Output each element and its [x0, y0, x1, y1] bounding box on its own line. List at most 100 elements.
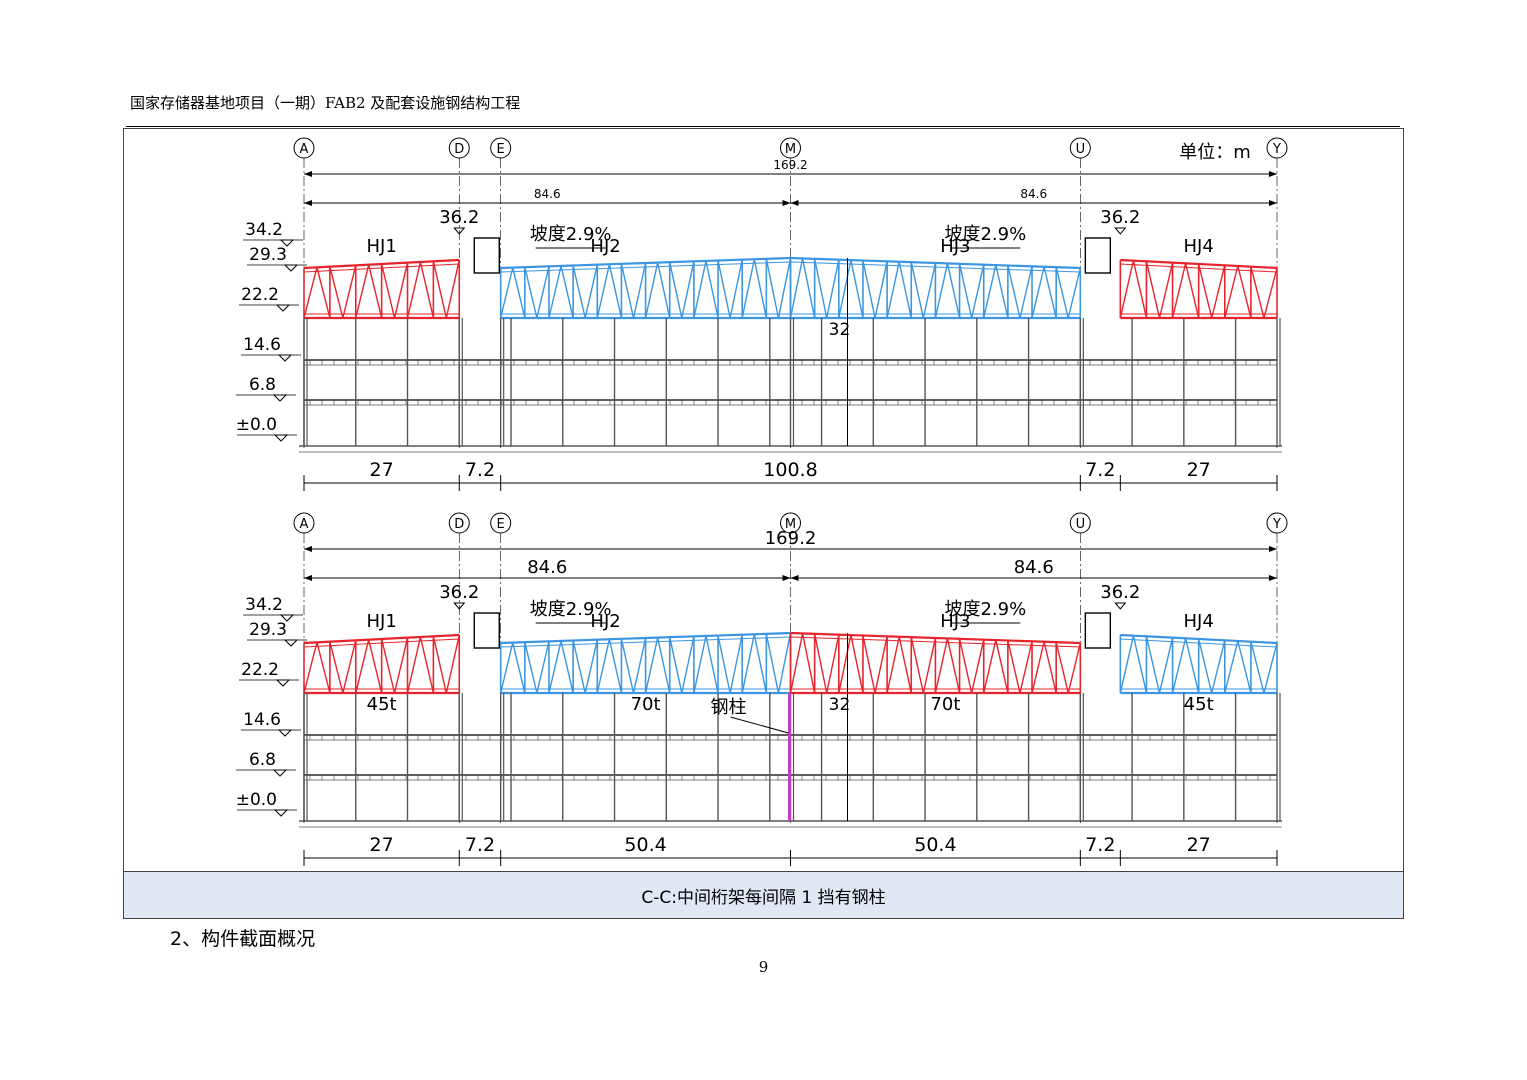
truss-diagonal [898, 261, 912, 319]
truss-diagonal [946, 638, 961, 694]
top-elevation-label: 36.2 [1100, 582, 1140, 603]
truss-diagonal [524, 642, 538, 694]
truss-diagonal [548, 640, 562, 694]
elevation-label: 14.6 [243, 335, 281, 355]
axis-bubble: D [448, 137, 470, 159]
truss-diagonal [1211, 265, 1226, 319]
truss-diagonal [862, 260, 876, 319]
stair-tower [1084, 237, 1112, 274]
section-heading: 2、构件截面概况 [170, 928, 316, 950]
bottom-dim-label: 7.2 [465, 834, 495, 856]
steel-column-label: 钢柱 [711, 697, 747, 718]
truss-diagonal [717, 260, 731, 319]
truss-diagonal [789, 633, 804, 694]
truss-diagonal [765, 633, 780, 694]
bottom-dim-label: 27 [1187, 459, 1211, 481]
truss-diagonal [898, 636, 912, 694]
dim-half-span-left: 84.6 [534, 187, 561, 201]
dim-total-span: 169.2 [765, 528, 817, 549]
elevation-label: 29.3 [249, 620, 287, 640]
axis-label: D [454, 517, 464, 532]
truss-diagonal [705, 635, 719, 694]
truss-diagonal [632, 637, 647, 694]
truss-diagonal [445, 634, 460, 694]
truss-diagonal [838, 259, 852, 319]
axis-bubble: A [293, 137, 315, 159]
truss-label: HJ2 [590, 236, 620, 257]
truss-diagonal [596, 264, 611, 319]
truss-diagonal [910, 262, 925, 319]
truss-diagonal [753, 259, 768, 319]
truss-diagonal [524, 267, 538, 319]
dim-half-span-right: 84.6 [1014, 557, 1054, 578]
truss-diagonal [536, 641, 550, 694]
axis-label: E [497, 517, 505, 532]
elevation-triangle [453, 602, 466, 610]
truss-diagonal [499, 642, 514, 694]
truss-diagonal [380, 638, 396, 694]
truss-diagonal [560, 265, 574, 319]
truss-diagonal [777, 257, 792, 319]
truss-diagonal [1250, 641, 1265, 694]
truss-diagonal [572, 640, 586, 694]
axis-label: M [785, 517, 796, 532]
axis-bubble: A [293, 512, 315, 534]
dim-arrow [1269, 200, 1277, 206]
elevation-label: 34.2 [245, 220, 283, 240]
axis-bubble: U [1069, 512, 1091, 534]
truss-diagonal [656, 262, 671, 319]
truss-diagonal [922, 262, 937, 319]
truss-diagonal [303, 642, 318, 694]
truss-diagonal [934, 263, 949, 319]
truss-weight: 45t [1184, 694, 1214, 715]
truss-diagonal [316, 267, 331, 319]
truss-label: HJ4 [1184, 611, 1214, 632]
elevation-triangle [275, 679, 291, 687]
truss-diagonal [946, 263, 961, 319]
truss-diagonal [729, 259, 743, 319]
axis-label: A [300, 517, 309, 532]
dim-arrow [304, 575, 312, 581]
unit-label: 单位：m [1179, 142, 1251, 163]
elevation-label: ±0.0 [236, 790, 277, 810]
truss-diagonal [995, 639, 1009, 694]
truss-diagonal [406, 636, 422, 694]
truss-hj2 [499, 631, 792, 695]
bottom-dim-label: 27 [1187, 834, 1211, 856]
truss-diagonal [874, 636, 888, 694]
axis-bubble: D [448, 512, 470, 534]
truss-diagonal [1263, 267, 1278, 319]
truss-diagonal [1237, 265, 1252, 319]
axis-bubble: E [490, 512, 512, 534]
figure-caption: C-C:中间桁架每间隔 1 挡有钢柱 [124, 871, 1403, 918]
truss-diagonal [1007, 265, 1021, 319]
axis-bubble: Y [1266, 512, 1288, 534]
truss-label: HJ3 [940, 236, 970, 257]
axis-label: E [497, 142, 505, 157]
truss-diagonal [316, 642, 331, 694]
elevation-triangle [273, 809, 289, 817]
truss-diagonal [303, 267, 318, 319]
elevation-triangle [273, 434, 289, 442]
dim-arrow [304, 171, 312, 177]
bottom-dim-label: 7.2 [465, 459, 495, 481]
truss-diagonal [368, 639, 383, 694]
elevation-label: 29.3 [249, 245, 287, 265]
bottom-dim-label: 100.8 [763, 459, 817, 481]
slope-label: 坡度2.9% [944, 599, 1026, 620]
elevation-label: 22.2 [241, 285, 279, 305]
truss-diagonal [512, 267, 526, 319]
slope-label: 坡度2.9% [530, 599, 612, 620]
truss-diagonal [1250, 266, 1265, 319]
truss-diagonal [1119, 260, 1135, 319]
truss-label: HJ1 [366, 611, 396, 632]
truss-diagonal [741, 634, 755, 694]
truss-diagonal [669, 262, 683, 319]
truss-diagonal [1132, 260, 1148, 319]
elevation-label: ±0.0 [236, 415, 277, 435]
elevation-triangle [277, 354, 293, 362]
bottom-dim-label: 50.4 [624, 834, 666, 856]
truss-diagonal [886, 261, 900, 319]
truss-diagonal [342, 265, 357, 319]
dim-arrow [782, 575, 791, 581]
